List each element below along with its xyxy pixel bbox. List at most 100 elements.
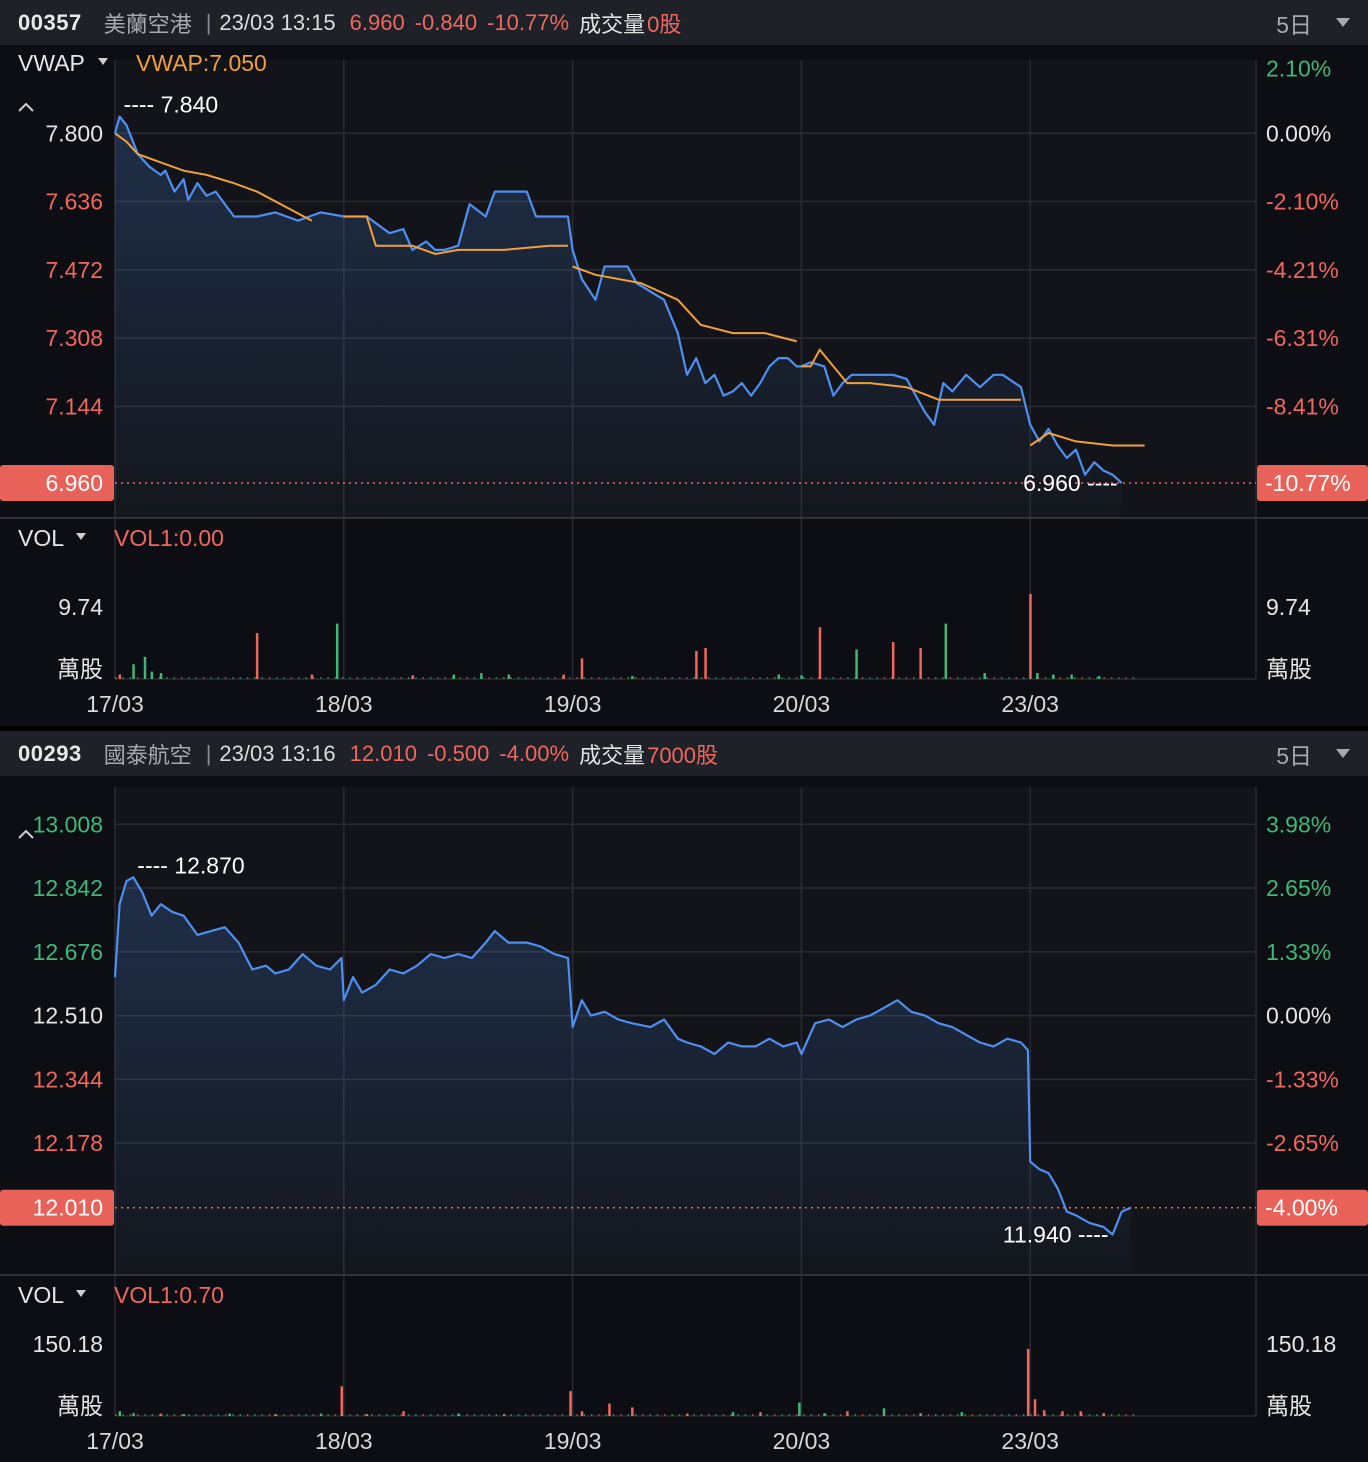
- volume-bar-minor: [751, 1414, 754, 1416]
- chevron-down-icon[interactable]: [1336, 749, 1350, 758]
- volume-bar-minor: [115, 1414, 117, 1416]
- range-selector[interactable]: 5日: [1276, 742, 1312, 769]
- stock-header: 00293 國泰航空 | 23/03 13:16 12.010 -0.500 -…: [0, 731, 1368, 776]
- volume-bar-minor: [568, 1414, 571, 1416]
- volume-bar-minor: [532, 677, 534, 679]
- volume-bar-minor: [686, 1414, 688, 1416]
- stock-name[interactable]: 美蘭空港: [103, 11, 192, 37]
- volume-bar-minor: [1015, 1414, 1018, 1416]
- volume-bar: [631, 1407, 634, 1416]
- volume-bar-minor: [905, 677, 908, 679]
- volume-bar-minor: [1074, 1414, 1076, 1416]
- volume-bar-minor: [1044, 1414, 1047, 1416]
- volume-bar-minor: [495, 1414, 498, 1416]
- volume-bar-minor: [129, 677, 132, 679]
- volume-bar-minor: [320, 677, 322, 679]
- volume-bar-minor: [1118, 1414, 1120, 1416]
- volume-bar-minor: [598, 677, 600, 679]
- current-pct-badge: [1257, 465, 1368, 501]
- volume-bar: [150, 671, 154, 679]
- volume-bar-minor: [115, 677, 117, 679]
- volume-bar-minor: [664, 677, 666, 679]
- volume-bar-minor: [298, 677, 300, 679]
- volume-bar: [480, 673, 483, 679]
- volume-bar-minor: [795, 677, 798, 679]
- volume-bar-minor: [803, 677, 805, 679]
- quote-time: 23/03 13:16: [219, 740, 336, 766]
- volume-bar: [310, 674, 314, 679]
- volume-bar: [228, 1413, 231, 1416]
- chevron-down-icon: [76, 1290, 86, 1297]
- volume-bar-minor: [532, 1414, 534, 1416]
- volume-bar-minor: [1081, 1414, 1083, 1416]
- volume-bar-minor: [510, 677, 512, 679]
- y-tick-label: 12.510: [33, 1003, 103, 1029]
- volume-bar-minor: [1088, 677, 1091, 679]
- volume-bar-minor: [525, 1414, 527, 1416]
- volume-bar-minor: [590, 1414, 593, 1416]
- chevron-down-icon[interactable]: [1336, 18, 1350, 27]
- volume-bar-minor: [312, 1414, 315, 1416]
- stock-code[interactable]: 00357: [18, 9, 82, 35]
- volume-bar: [143, 656, 147, 679]
- volume-bar: [1026, 1348, 1030, 1416]
- volume-bar-minor: [363, 677, 366, 679]
- volume-bar-minor: [773, 1414, 776, 1416]
- volume-bar-minor: [261, 1414, 263, 1416]
- volume-bar-minor: [649, 677, 651, 679]
- price-line: [113, 876, 1132, 1236]
- volume-bar: [695, 650, 698, 679]
- volume-bar: [1052, 674, 1055, 679]
- volume-bar: [1029, 593, 1032, 679]
- price-change: -0.840: [414, 9, 478, 35]
- volume-bar-minor: [642, 677, 644, 679]
- volume-bar: [274, 1414, 277, 1416]
- volume-bar-minor: [561, 1414, 564, 1416]
- volume-bar-minor: [1066, 677, 1069, 679]
- current-price-badge: [0, 1189, 114, 1226]
- volume-bar-minor: [429, 677, 432, 679]
- volume-bar-minor: [473, 677, 476, 679]
- stock-name[interactable]: 國泰航空: [103, 742, 192, 768]
- volume-bar-minor: [466, 1414, 468, 1416]
- volume-bar-minor: [744, 1414, 747, 1416]
- indicator-label: VWAP: [18, 50, 85, 76]
- price-chart[interactable]: 13.008 3.98% 12.842 2.65% 12.676 1.33% 12.510 0…: [0, 731, 1368, 1462]
- x-tick-label: 19/03: [544, 691, 602, 717]
- volume-bar-minor: [883, 677, 886, 679]
- volume-bar-minor: [935, 1414, 937, 1416]
- vol-value: VOL1:0.70: [114, 1282, 224, 1308]
- volume-bar-minor: [1096, 677, 1098, 679]
- volume-bar-minor: [334, 677, 337, 679]
- volume-bar-minor: [634, 1414, 637, 1416]
- volume-bar-minor: [986, 677, 988, 679]
- stock-code[interactable]: 00293: [18, 740, 82, 766]
- vwap-line: [801, 348, 1021, 401]
- volume-bar-minor: [715, 677, 717, 679]
- volume-bar-minor: [466, 677, 468, 679]
- volume-bar-minor: [554, 677, 556, 679]
- y-tick-pct: -2.10%: [1266, 189, 1339, 215]
- volume-bar-minor: [334, 1414, 337, 1416]
- volume-bar: [818, 627, 822, 679]
- volume-bar-minor: [1125, 1414, 1127, 1416]
- vwap-line: [572, 265, 798, 343]
- volume-bar-minor: [1103, 677, 1105, 679]
- volume-bar-minor: [312, 677, 315, 679]
- volume-bar-minor: [869, 677, 871, 679]
- stock-panel-00293: 00293 國泰航空 | 23/03 13:16 12.010 -0.500 -…: [0, 731, 1368, 1462]
- price-chart[interactable]: 7.800 0.00% 7.636 -2.10% 7.472 -4.21% 7.308 -6.…: [0, 0, 1368, 726]
- y-tick-label: 7.472: [45, 257, 103, 283]
- volume-bar-minor: [942, 1414, 944, 1416]
- volume-bar-minor: [210, 677, 212, 679]
- volume-bar-minor: [429, 1414, 432, 1416]
- volume-bar-minor: [268, 677, 271, 679]
- volume-bar: [823, 1413, 826, 1416]
- range-selector[interactable]: 5日: [1276, 11, 1312, 38]
- volume-bar-minor: [620, 1414, 622, 1416]
- chevron-up-icon: [18, 829, 34, 839]
- panel-divider: [0, 726, 1368, 731]
- volume-bar-minor: [722, 1414, 725, 1416]
- volume-bar-minor: [583, 1414, 586, 1416]
- volume-bar: [580, 1411, 584, 1416]
